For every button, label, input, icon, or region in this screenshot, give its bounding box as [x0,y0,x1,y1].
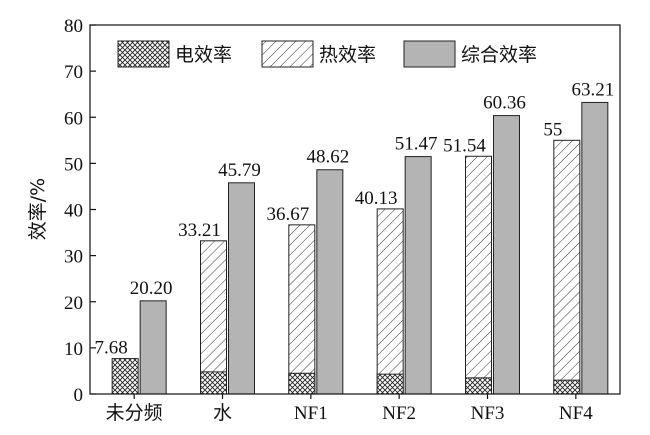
y-tick-label-30: 30 [64,247,83,268]
label-first-4: 51.54 [443,135,486,156]
legend: 电效率 热效率 综合效率 [117,40,537,68]
bar-electric-4 [465,377,492,395]
axes-group: 未分频 水 NF1 NF2 NF3 NF4 0 10 20 30 40 50 60 70 80 [64,16,621,424]
label-first-2: 36.67 [266,204,309,225]
label-first-0: 7.68 [95,338,128,359]
bar-combined-3 [404,156,432,395]
bar-combined-0 [139,300,167,395]
bar-thermal-1 [200,240,227,395]
y-tick-label-80: 80 [64,16,83,37]
y-axis-label: 效率/% [27,178,49,240]
plot-frame [89,24,621,395]
label-first-5: 55 [543,119,562,140]
legend-label-1: 热效率 [319,44,376,66]
y-tick-label-0: 0 [74,385,84,406]
bar-combined-1 [228,182,255,395]
bars-group [111,101,609,395]
bar-thermal-3 [376,208,404,395]
bar-thermal-2 [288,224,316,395]
bar-electric-3 [376,373,404,395]
bar-combined-2 [316,169,344,395]
x-tick-label-3: NF2 [382,403,416,424]
y-tick-label-20: 20 [64,293,83,314]
legend-label-2: 综合效率 [461,44,537,66]
legend-swatch-0 [117,40,170,68]
bar-thermal-4 [465,155,492,395]
legend-label-0: 电效率 [175,44,232,66]
label-combined-0: 20.20 [130,278,173,299]
bar-thermal-5 [553,139,581,395]
label-combined-2: 48.62 [306,147,349,168]
legend-swatch-1 [261,40,314,68]
x-tick-label-1: 水 [213,402,232,424]
x-tick-label-4: NF3 [471,403,505,424]
label-combined-1: 45.79 [218,160,261,181]
legend-swatch-2 [403,40,456,68]
bar-electric-2 [288,372,316,395]
y-tick-label-10: 10 [64,339,83,360]
label-first-1: 33.21 [178,220,221,241]
label-combined-3: 51.47 [395,134,438,155]
bar-combined-5 [581,101,609,395]
bar-electric-5 [553,379,581,395]
x-tick-label-2: NF1 [294,403,328,424]
y-tick-label-50: 50 [64,154,83,175]
x-tick-label-0: 未分频 [106,402,163,424]
label-combined-5: 63.21 [571,79,614,100]
y-tick-label-60: 60 [64,108,83,129]
label-combined-4: 60.36 [483,93,526,114]
y-tick-label-70: 70 [64,62,83,83]
label-first-3: 40.13 [355,188,398,209]
bar-electric-0 [111,358,139,395]
y-tick-label-40: 40 [64,201,83,222]
x-tick-label-5: NF4 [559,403,593,424]
bar-combined-4 [493,115,520,395]
bar-electric-1 [200,371,227,395]
